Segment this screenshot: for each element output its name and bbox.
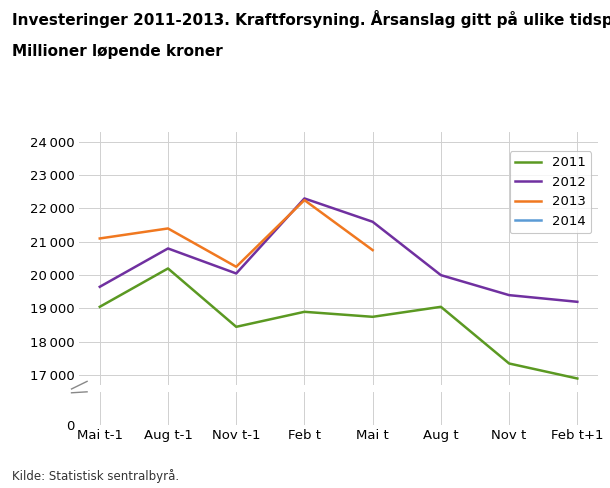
2013 <box>96 236 104 242</box>
2011 <box>437 304 445 310</box>
Text: Investeringer 2011-2013. Kraftforsyning. Årsanslag gitt på ulike tidspunkt.: Investeringer 2011-2013. Kraftforsyning.… <box>12 10 610 28</box>
2013 <box>369 247 376 253</box>
2012 <box>437 272 445 278</box>
2012 <box>506 292 513 298</box>
2013 <box>301 197 308 203</box>
2012 <box>369 219 376 224</box>
2011 <box>369 314 376 320</box>
2012 <box>573 299 581 305</box>
2012 <box>164 245 171 251</box>
2013 <box>164 225 171 231</box>
2012 <box>96 284 104 290</box>
2013 <box>232 264 240 270</box>
2012 <box>232 270 240 276</box>
2011 <box>232 324 240 330</box>
Legend: 2011, 2012, 2013, 2014: 2011, 2012, 2013, 2014 <box>510 151 591 233</box>
Line: 2013: 2013 <box>100 200 373 267</box>
Line: 2012: 2012 <box>100 199 577 302</box>
2011 <box>506 361 513 366</box>
2011 <box>301 309 308 315</box>
2011 <box>164 265 171 271</box>
2011 <box>573 376 581 382</box>
Text: Millioner løpende kroner: Millioner løpende kroner <box>12 44 223 59</box>
2011 <box>96 304 104 310</box>
Text: Kilde: Statistisk sentralbyrå.: Kilde: Statistisk sentralbyrå. <box>12 469 179 483</box>
Line: 2011: 2011 <box>100 268 577 379</box>
2014 <box>96 165 104 171</box>
2012 <box>301 196 308 202</box>
